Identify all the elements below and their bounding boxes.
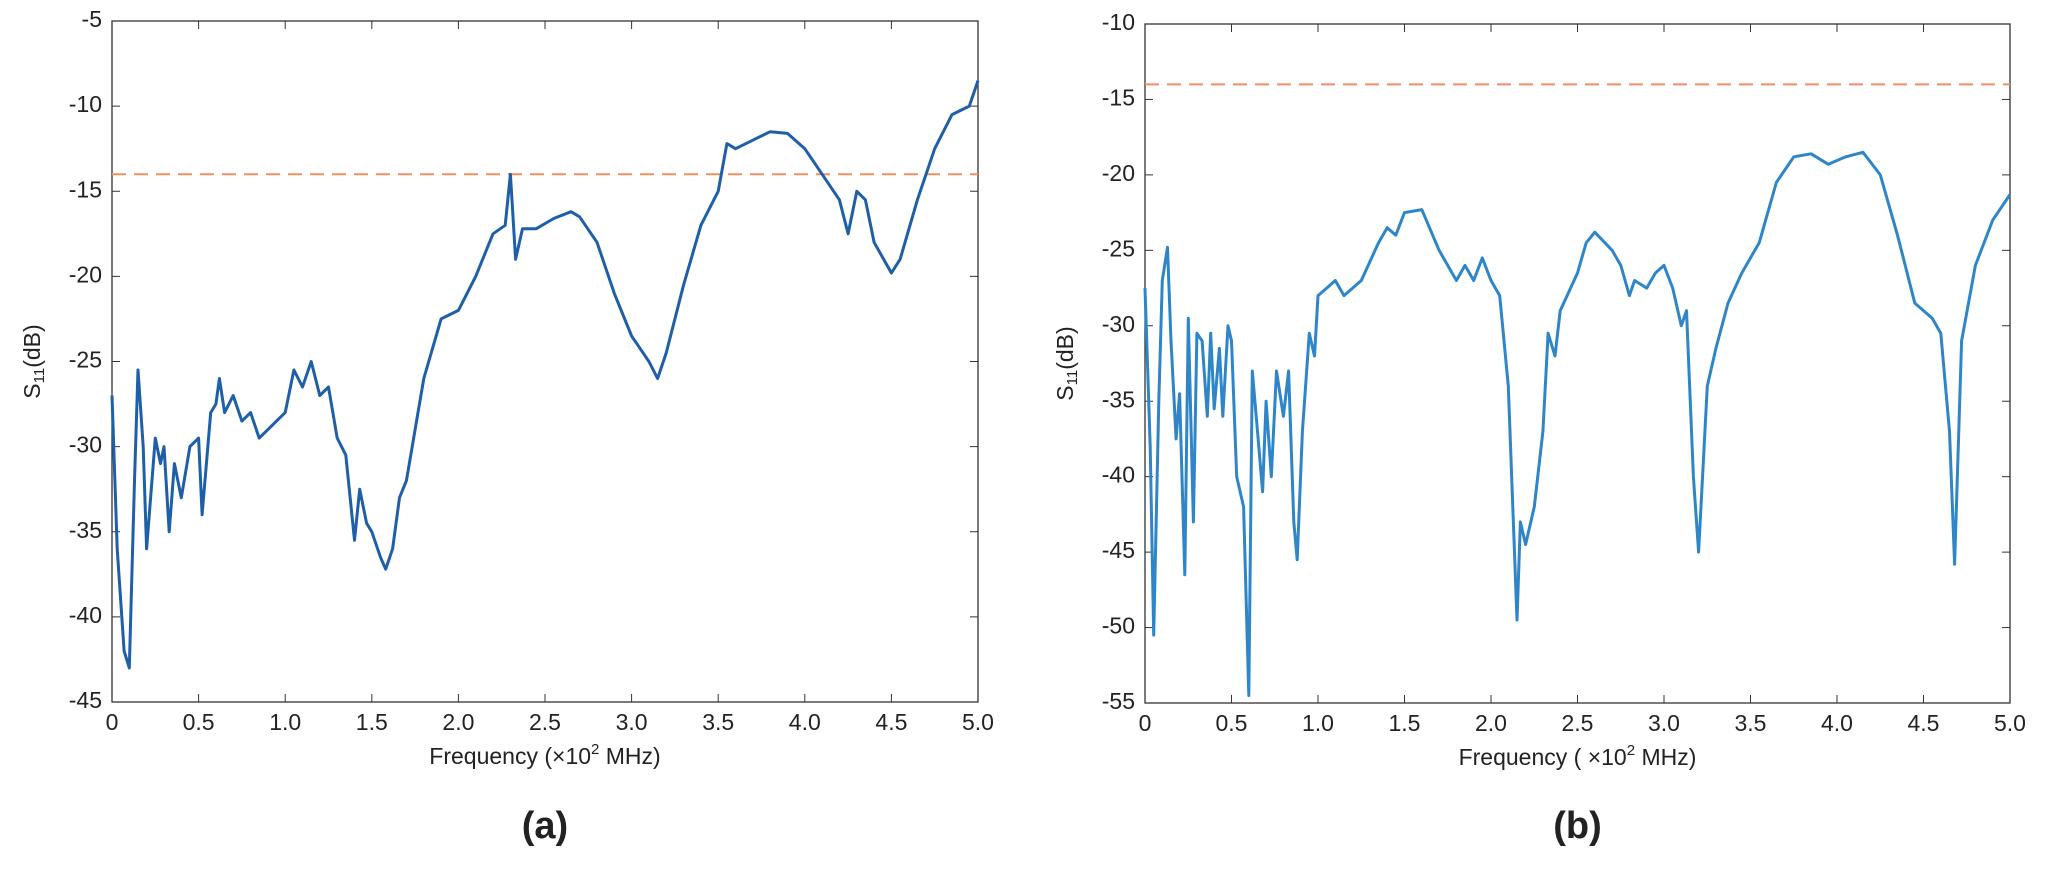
y-tick-label: -40 — [1102, 462, 1135, 488]
y-label-sub: 11 — [1064, 370, 1081, 386]
x-tick-label: 1.5 — [356, 709, 388, 735]
data-line — [1143, 150, 2012, 697]
y-tick-label: -15 — [1102, 85, 1135, 111]
x-tick-label: 1.0 — [1302, 710, 1334, 736]
y-tick-label: -25 — [1102, 235, 1135, 261]
y-tick-label: -20 — [69, 261, 102, 287]
y-tick-label: -35 — [1102, 386, 1135, 412]
x-tick-label: 5.0 — [962, 709, 994, 735]
x-tick-label: 3.0 — [616, 709, 648, 735]
y-tick-label: -40 — [69, 602, 102, 628]
x-tick-label: 2.5 — [529, 709, 561, 735]
y-tick-label: -30 — [1102, 311, 1135, 337]
y-tick-label: -45 — [1102, 537, 1135, 563]
x-label-unit: MHz) — [1635, 744, 1696, 770]
y-tick-label: -50 — [1102, 613, 1135, 639]
y-label-main: S — [1052, 385, 1078, 400]
x-tick-label: 2.5 — [1562, 710, 1594, 736]
x-axis-label: Frequency ( ×102 MHz) — [1459, 742, 1697, 770]
x-tick-label: 0.5 — [1216, 710, 1248, 736]
y-axis-label: S11(dB) — [1052, 326, 1081, 400]
x-tick-label: 3.0 — [1648, 710, 1680, 736]
x-tick-label: 4.0 — [789, 709, 821, 735]
x-tick-label: 0 — [106, 709, 119, 735]
y-tick-label: -15 — [69, 176, 102, 202]
y-tick-label: -30 — [69, 432, 102, 458]
x-tick-label: 3.5 — [702, 709, 734, 735]
x-tick-label: 4.5 — [875, 709, 907, 735]
x-tick-label: 3.5 — [1735, 710, 1767, 736]
x-label-sup: 2 — [591, 741, 599, 758]
x-tick-label: 0.5 — [183, 709, 215, 735]
y-tick-label: -10 — [69, 91, 102, 117]
y-tick-label: -35 — [69, 517, 102, 543]
y-label-unit: (dB) — [1052, 326, 1078, 369]
y-tick-label: -45 — [69, 687, 102, 713]
x-tick-label: 2.0 — [1475, 710, 1507, 736]
x-tick-label: 0 — [1139, 710, 1152, 736]
x-tick-label: 4.5 — [1908, 710, 1940, 736]
panel-label: (b) — [1553, 805, 1602, 847]
x-axis-label: Frequency (×102 MHz) — [429, 741, 660, 769]
y-tick-label: -25 — [69, 347, 102, 373]
x-label-main: Frequency ( ×10 — [1459, 744, 1627, 770]
data-line — [110, 80, 980, 670]
y-label-main: S — [19, 383, 45, 398]
plot-frame — [111, 20, 979, 703]
x-label-main: Frequency (×10 — [429, 743, 591, 769]
y-label-sub: 11 — [31, 368, 48, 384]
y-tick-label: -55 — [1102, 688, 1135, 714]
y-tick-label: -5 — [82, 6, 102, 32]
y-tick-label: -20 — [1102, 160, 1135, 186]
x-tick-label: 2.0 — [442, 709, 474, 735]
y-axis-label: S11(dB) — [19, 324, 48, 398]
x-tick-label: 5.0 — [1994, 710, 2026, 736]
plot-frame — [1144, 23, 2011, 704]
x-tick-label: 1.5 — [1389, 710, 1421, 736]
x-label-unit: MHz) — [599, 743, 660, 769]
x-label-sup: 2 — [1627, 742, 1635, 759]
y-tick-label: -10 — [1102, 9, 1135, 35]
y-label-unit: (dB) — [19, 324, 45, 367]
x-tick-label: 1.0 — [269, 709, 301, 735]
x-tick-label: 4.0 — [1821, 710, 1853, 736]
panel-label: (a) — [522, 805, 568, 847]
